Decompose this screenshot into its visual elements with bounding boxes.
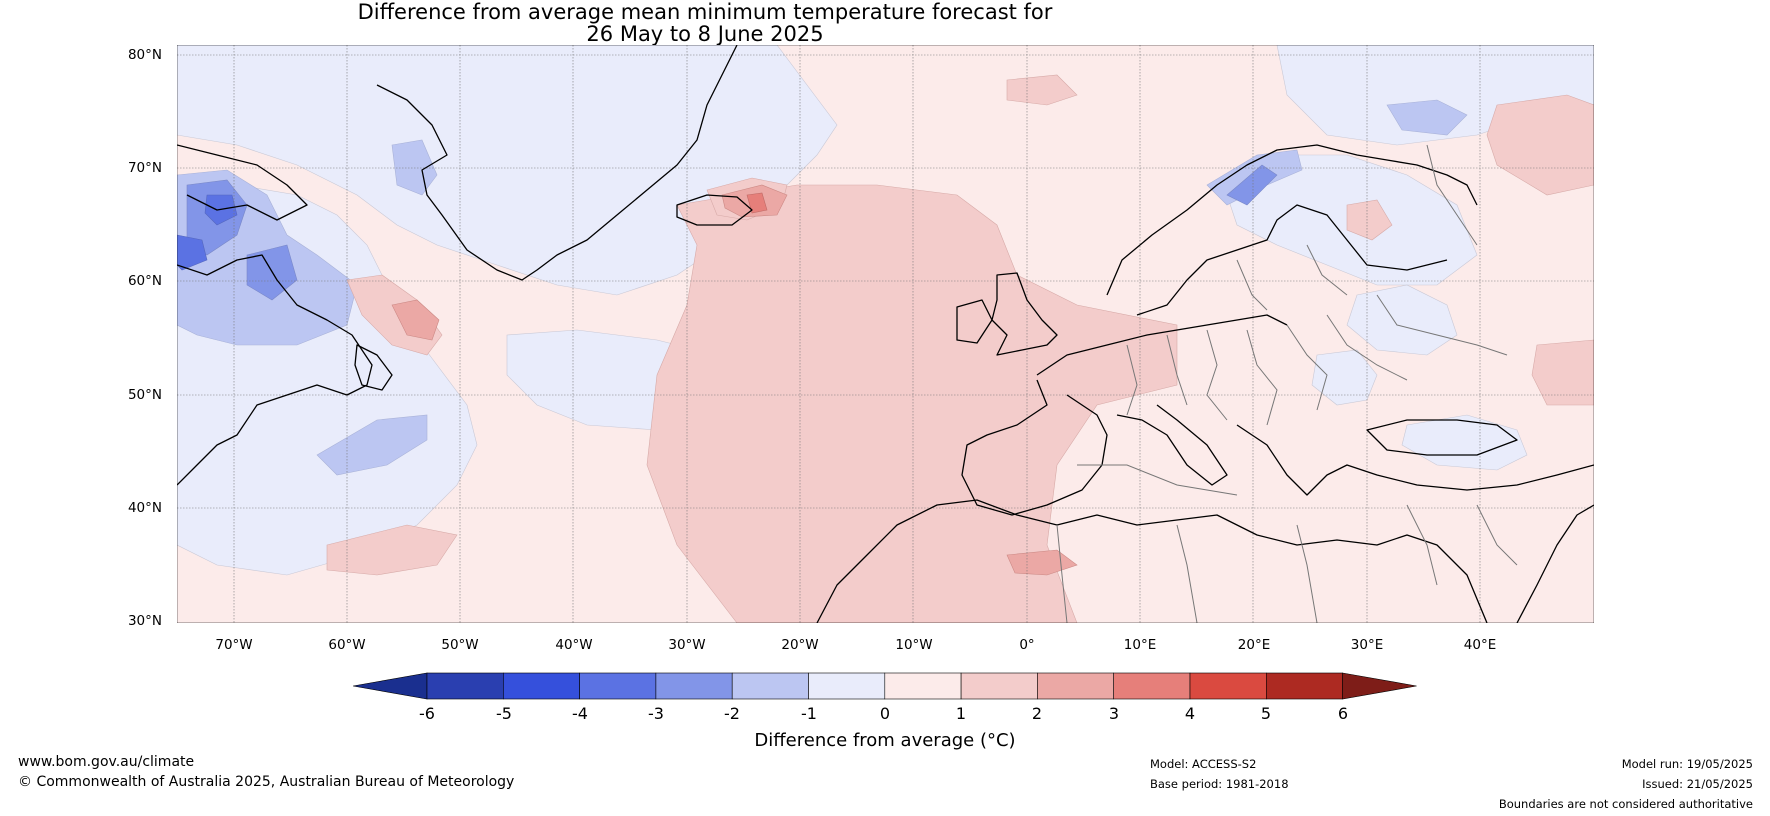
coastline-iberia	[961, 379, 1108, 516]
anomaly-region-labrador-blue-4	[204, 194, 238, 226]
footer-base-period: Base period: 1981-2018	[1150, 777, 1289, 791]
lon-label-70w: 70°W	[215, 637, 253, 653]
coastline-norway	[1106, 144, 1478, 296]
colorbar-tick: 0	[879, 704, 891, 723]
colorbar-swatch	[1037, 672, 1115, 700]
map-title-line2: 26 May to 8 June 2025	[586, 22, 824, 46]
colorbar-extend-high	[1342, 672, 1417, 700]
footer-website: www.bom.gov.au/climate	[18, 754, 195, 770]
lon-label-0: 0°	[1019, 637, 1035, 653]
anomaly-region-scandi-blue-3	[1226, 164, 1278, 206]
colorbar-tick: -2	[724, 704, 740, 723]
anomaly-region-russia-pink	[1486, 94, 1594, 196]
coastline-great-britain	[991, 272, 1058, 356]
lat-label-80n: 80°N	[127, 47, 162, 63]
anomaly-region-blacksea-blue	[1401, 414, 1528, 471]
coastline-red-sea-east	[1516, 504, 1594, 623]
coastline-sweden-finland	[1136, 204, 1448, 316]
lat-label-70n: 70°N	[127, 160, 162, 176]
footer-issued: Issued: 21/05/2025	[1642, 777, 1753, 791]
colorbar-swatch	[426, 672, 504, 700]
colorbar-tick: -5	[496, 704, 512, 723]
coastline-iceland	[676, 194, 753, 226]
colorbar-tick: 2	[1031, 704, 1043, 723]
anomaly-region-iceland-3to4	[746, 192, 768, 214]
coastline-black-sea	[1366, 419, 1518, 456]
anomaly-region-europe-pink	[646, 184, 1178, 623]
anomaly-region-barents-medblue	[1386, 99, 1468, 136]
coastline-western-europe	[1036, 314, 1288, 376]
lat-label-60n: 60°N	[127, 273, 162, 289]
lon-label-20e: 20°E	[1237, 637, 1271, 653]
colorbar-tick: 1	[955, 704, 967, 723]
map-gridlines	[177, 45, 1594, 623]
country-borders	[1056, 144, 1518, 623]
colorbar-swatch	[1113, 672, 1191, 700]
coastline-baffin	[177, 144, 308, 221]
colorbar-extend-low	[353, 672, 428, 700]
lon-label-50w: 50°W	[441, 637, 479, 653]
anomaly-region-atlantic-2to3	[391, 299, 440, 341]
coastline-balkans-turkey	[1236, 424, 1594, 496]
lon-label-10w: 10°W	[895, 637, 933, 653]
coastline-greenland	[376, 45, 738, 281]
colorbar-label: Difference from average (°C)	[754, 730, 1016, 751]
coastline-labrador	[177, 254, 373, 486]
colorbar-tick: -3	[648, 704, 664, 723]
colorbar-swatch	[731, 672, 809, 700]
colorbar-swatch	[655, 672, 733, 700]
lon-label-10e: 10°E	[1123, 637, 1157, 653]
colorbar-tick: -6	[419, 704, 435, 723]
coastline-north-africa	[816, 499, 1488, 623]
anomaly-region-arctic-pink	[1006, 74, 1078, 106]
map-title-line1: Difference from average mean minimum tem…	[357, 0, 1053, 24]
colorbar-swatch	[579, 672, 657, 700]
anomaly-region-arctic-blue	[177, 45, 838, 296]
anomaly-region-greenland-medblue	[391, 139, 438, 196]
anomaly-region-atlantic-medblue	[316, 414, 428, 476]
anomaly-region-finland-pink	[1346, 199, 1393, 241]
footer-copyright: © Commonwealth of Australia 2025, Austra…	[18, 774, 515, 790]
lat-label-50n: 50°N	[127, 387, 162, 403]
coastline-italy	[1116, 404, 1228, 486]
anomaly-region-caspian-pink	[1531, 339, 1594, 406]
colorbar-swatch	[1265, 672, 1343, 700]
colorbar-swatch	[503, 672, 580, 700]
lat-label-40n: 40°N	[127, 500, 162, 516]
coastline-ireland	[956, 299, 993, 344]
colorbar-swatch	[808, 672, 886, 700]
lon-label-30w: 30°W	[668, 637, 706, 653]
lon-label-30e: 30°E	[1350, 637, 1384, 653]
footer-model-run: Model run: 19/05/2025	[1621, 757, 1753, 771]
colorbar-tick: 4	[1184, 704, 1196, 723]
colorbar-tick: 5	[1260, 704, 1272, 723]
coastline-newfoundland	[354, 344, 393, 391]
lon-label-40e: 40°E	[1463, 637, 1497, 653]
anomaly-map	[177, 45, 1594, 623]
lat-label-30n: 30°N	[127, 613, 162, 629]
anomaly-region-ukraine-blue	[1346, 284, 1458, 356]
colorbar-tick: 6	[1337, 704, 1349, 723]
lon-label-40w: 40°W	[555, 637, 593, 653]
colorbar	[353, 672, 1417, 700]
footer-model: Model: ACCESS-S2	[1150, 757, 1257, 771]
colorbar-swatch	[884, 672, 962, 700]
colorbar-tick: -4	[572, 704, 588, 723]
colorbar-tick: 3	[1108, 704, 1120, 723]
lon-label-20w: 20°W	[781, 637, 819, 653]
anomaly-region-subtropic-pink	[326, 524, 458, 576]
footer-disclaimer: Boundaries are not considered authoritat…	[1498, 797, 1753, 811]
coastlines	[177, 45, 1594, 623]
colorbar-tick: -1	[801, 704, 817, 723]
colorbar-swatch	[1189, 672, 1267, 700]
colorbar-swatch	[960, 672, 1038, 700]
anomaly-region-quebec-blue-4	[177, 234, 208, 271]
lon-label-60w: 60°W	[328, 637, 366, 653]
